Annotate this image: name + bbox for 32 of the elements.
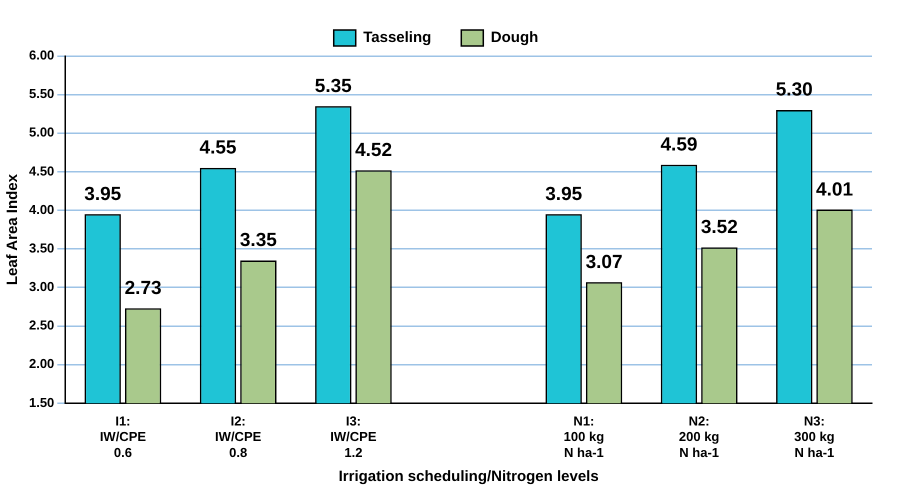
y-tick-label: 4.00 xyxy=(28,202,54,217)
x-tick-label: N2: 200 kg N ha-1 xyxy=(678,414,720,460)
x-tick-label: I3: IW/CPE 1.2 xyxy=(330,414,377,460)
data-label: 4.59 xyxy=(660,134,698,156)
data-label: 4.55 xyxy=(200,138,237,159)
x-tick-label: N1: 100 kg N ha-1 xyxy=(564,414,604,460)
y-tick-label: 5.50 xyxy=(28,86,54,102)
x-tick-label: I1: IW/CPE 0.6 xyxy=(100,414,146,460)
legend-label: Tasseling xyxy=(363,29,432,46)
x-tick-label: N3: 300 kg N ha-1 xyxy=(794,414,835,460)
data-label: 3.52 xyxy=(700,217,738,238)
data-label: 4.01 xyxy=(816,179,854,200)
y-tick-label: 6.00 xyxy=(28,48,54,63)
data-label: 3.35 xyxy=(240,230,278,252)
y-tick-label: 2.50 xyxy=(28,318,54,333)
y-tick-label: 1.50 xyxy=(28,394,54,410)
data-label: 5.35 xyxy=(314,76,352,97)
data-label: 2.73 xyxy=(124,278,162,300)
data-label: 3.07 xyxy=(586,252,623,273)
y-tick-label: 3.50 xyxy=(28,240,54,256)
x-tick-label: I2: IW/CPE 0.8 xyxy=(215,414,262,460)
data-label: 3.95 xyxy=(545,184,583,205)
data-label: 3.95 xyxy=(84,184,122,205)
y-axis-title: Leaf Area Index xyxy=(4,173,22,286)
y-tick-label: 3.00 xyxy=(28,279,54,294)
y-tick-label: 2.00 xyxy=(28,356,54,372)
x-axis-title: Irrigation scheduling/Nitrogen levels xyxy=(338,468,599,486)
y-tick-label: 4.50 xyxy=(28,163,54,178)
legend-label: Dough xyxy=(490,29,538,46)
data-label: 4.52 xyxy=(355,140,392,161)
data-label: 5.30 xyxy=(776,80,813,101)
y-tick-label: 5.00 xyxy=(28,124,54,140)
